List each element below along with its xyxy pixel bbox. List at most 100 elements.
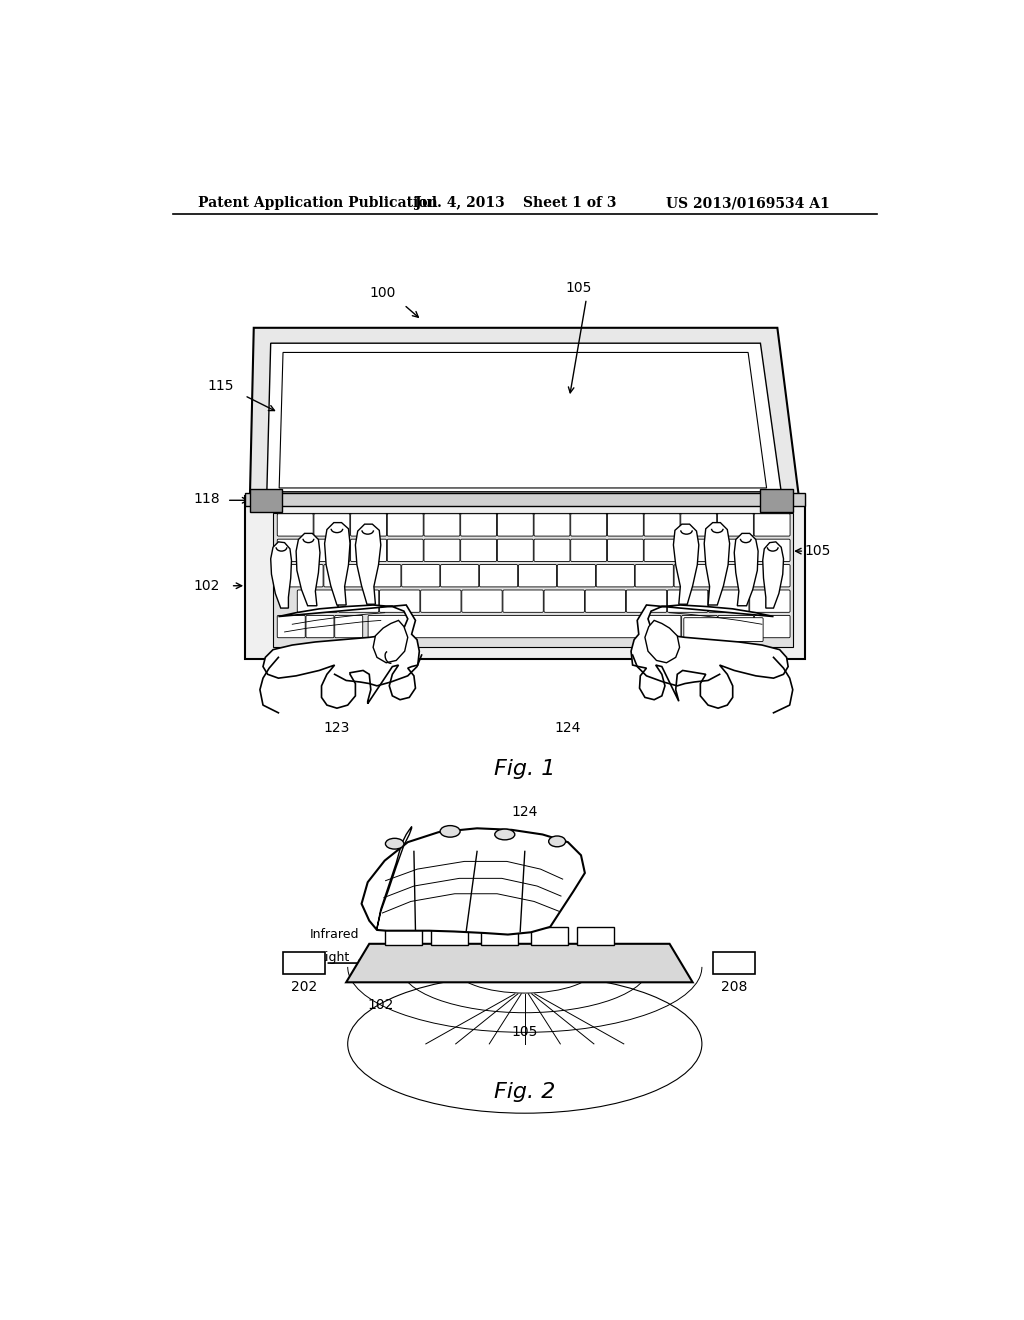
- FancyBboxPatch shape: [387, 513, 423, 536]
- FancyBboxPatch shape: [518, 565, 557, 587]
- Text: Light: Light: [319, 950, 350, 964]
- Text: Sheet 1 of 3: Sheet 1 of 3: [523, 197, 616, 210]
- FancyBboxPatch shape: [607, 513, 643, 536]
- FancyBboxPatch shape: [709, 590, 749, 612]
- FancyBboxPatch shape: [498, 513, 534, 536]
- FancyBboxPatch shape: [644, 539, 680, 561]
- FancyBboxPatch shape: [644, 513, 680, 536]
- FancyBboxPatch shape: [285, 565, 324, 587]
- FancyBboxPatch shape: [324, 565, 362, 587]
- Polygon shape: [270, 543, 292, 609]
- FancyBboxPatch shape: [755, 615, 791, 638]
- Text: 102: 102: [368, 998, 394, 1011]
- FancyBboxPatch shape: [461, 539, 497, 561]
- FancyBboxPatch shape: [306, 615, 334, 638]
- FancyBboxPatch shape: [627, 590, 667, 612]
- Polygon shape: [763, 543, 783, 609]
- FancyBboxPatch shape: [607, 539, 643, 561]
- FancyBboxPatch shape: [681, 513, 717, 536]
- Text: 102: 102: [194, 578, 220, 593]
- Bar: [481, 927, 518, 945]
- Ellipse shape: [440, 825, 460, 837]
- Polygon shape: [346, 944, 692, 982]
- Bar: [283, 952, 326, 974]
- Text: 123: 123: [324, 721, 350, 734]
- Polygon shape: [250, 327, 799, 498]
- Polygon shape: [267, 343, 781, 492]
- Text: 202: 202: [291, 979, 317, 994]
- FancyBboxPatch shape: [684, 618, 763, 642]
- Bar: [713, 952, 755, 974]
- Text: 208: 208: [721, 979, 748, 994]
- FancyBboxPatch shape: [338, 590, 379, 612]
- Text: US 2013/0169534 A1: US 2013/0169534 A1: [666, 197, 829, 210]
- FancyBboxPatch shape: [570, 513, 606, 536]
- FancyBboxPatch shape: [750, 590, 791, 612]
- Polygon shape: [645, 620, 680, 663]
- FancyBboxPatch shape: [754, 513, 791, 536]
- Ellipse shape: [549, 836, 565, 847]
- FancyBboxPatch shape: [314, 539, 350, 561]
- FancyBboxPatch shape: [314, 513, 350, 536]
- FancyBboxPatch shape: [718, 539, 754, 561]
- FancyBboxPatch shape: [350, 513, 386, 536]
- Bar: [273, 512, 793, 647]
- FancyBboxPatch shape: [424, 513, 460, 536]
- FancyBboxPatch shape: [668, 590, 708, 612]
- FancyBboxPatch shape: [596, 565, 635, 587]
- FancyBboxPatch shape: [380, 590, 420, 612]
- Polygon shape: [245, 496, 805, 659]
- FancyBboxPatch shape: [718, 513, 754, 536]
- Text: 105: 105: [512, 1024, 538, 1039]
- Polygon shape: [361, 829, 585, 935]
- FancyBboxPatch shape: [713, 565, 752, 587]
- FancyBboxPatch shape: [752, 565, 791, 587]
- FancyBboxPatch shape: [387, 539, 423, 561]
- FancyBboxPatch shape: [535, 513, 570, 536]
- FancyBboxPatch shape: [544, 590, 585, 612]
- FancyBboxPatch shape: [635, 565, 674, 587]
- Bar: [431, 927, 468, 945]
- FancyBboxPatch shape: [461, 513, 497, 536]
- FancyBboxPatch shape: [718, 615, 754, 638]
- FancyBboxPatch shape: [681, 539, 717, 561]
- FancyBboxPatch shape: [278, 513, 313, 536]
- Polygon shape: [705, 523, 730, 605]
- FancyBboxPatch shape: [401, 565, 440, 587]
- FancyBboxPatch shape: [682, 615, 717, 638]
- Text: 124: 124: [555, 721, 581, 734]
- FancyBboxPatch shape: [368, 615, 640, 638]
- Text: Patent Application Publication: Patent Application Publication: [199, 197, 438, 210]
- FancyBboxPatch shape: [335, 615, 362, 638]
- Polygon shape: [373, 620, 408, 663]
- FancyBboxPatch shape: [585, 590, 626, 612]
- Text: 105: 105: [804, 544, 830, 558]
- FancyBboxPatch shape: [479, 565, 518, 587]
- Bar: [531, 927, 568, 945]
- Text: Jul. 4, 2013: Jul. 4, 2013: [416, 197, 505, 210]
- Text: Fig. 1: Fig. 1: [495, 759, 555, 779]
- FancyBboxPatch shape: [297, 590, 338, 612]
- FancyBboxPatch shape: [278, 615, 305, 638]
- Polygon shape: [296, 533, 319, 606]
- Bar: [385, 927, 422, 945]
- Bar: [578, 927, 614, 945]
- Bar: [761, 488, 793, 512]
- FancyBboxPatch shape: [557, 565, 596, 587]
- FancyBboxPatch shape: [503, 590, 544, 612]
- FancyBboxPatch shape: [350, 539, 386, 561]
- Polygon shape: [325, 523, 350, 605]
- Polygon shape: [631, 605, 788, 708]
- Text: 115: 115: [208, 379, 234, 392]
- FancyBboxPatch shape: [535, 539, 570, 561]
- Bar: [250, 488, 283, 512]
- Text: 118: 118: [711, 492, 737, 506]
- Polygon shape: [355, 524, 381, 605]
- Text: 100: 100: [370, 286, 395, 300]
- Text: Fig. 2: Fig. 2: [495, 1082, 555, 1102]
- Polygon shape: [674, 524, 698, 605]
- FancyBboxPatch shape: [498, 539, 534, 561]
- Polygon shape: [280, 352, 767, 488]
- FancyBboxPatch shape: [424, 539, 460, 561]
- FancyBboxPatch shape: [440, 565, 479, 587]
